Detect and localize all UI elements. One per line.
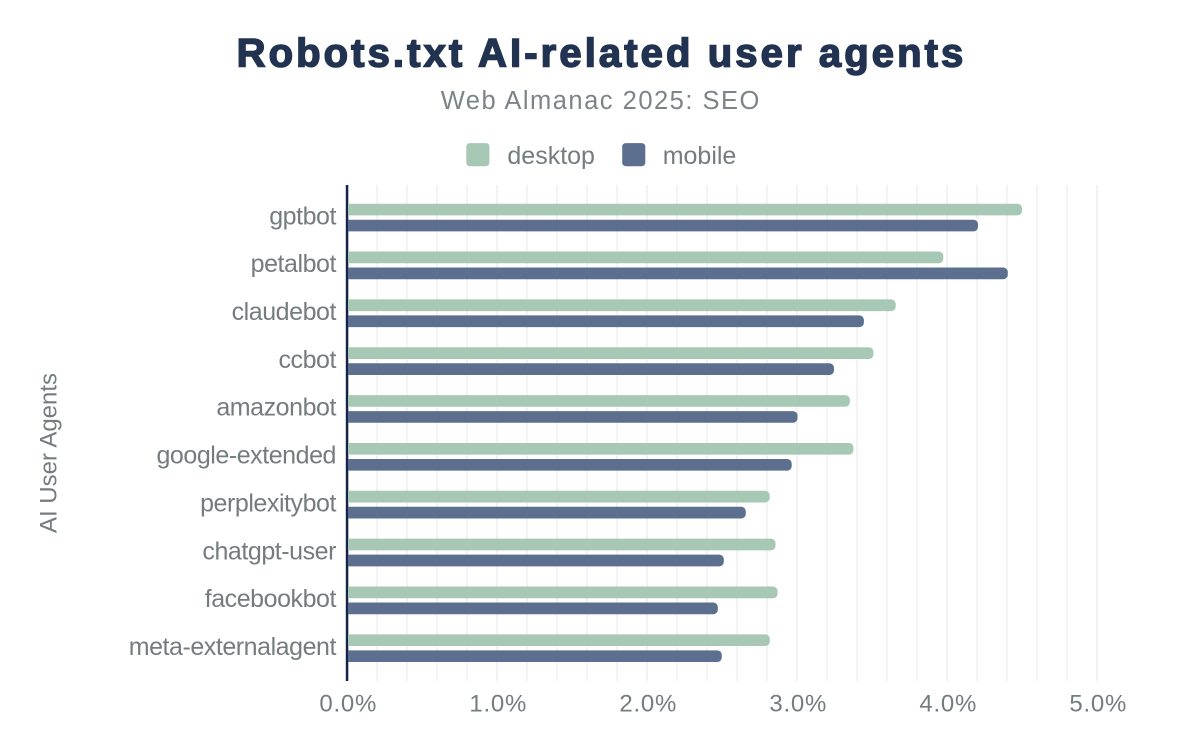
svg-text:5.0%: 5.0% bbox=[1069, 691, 1127, 718]
svg-text:chatgpt-user: chatgpt-user bbox=[202, 537, 336, 565]
svg-text:perplexitybot: perplexitybot bbox=[200, 489, 336, 517]
svg-text:Robots.txt AI-related user age: Robots.txt AI-related user agents bbox=[237, 32, 967, 76]
svg-text:0.0%: 0.0% bbox=[319, 691, 377, 718]
svg-text:mobile: mobile bbox=[663, 142, 737, 170]
svg-text:3.0%: 3.0% bbox=[769, 691, 827, 718]
svg-text:amazonbot: amazonbot bbox=[216, 394, 336, 422]
svg-text:meta-externalagent: meta-externalagent bbox=[129, 633, 337, 661]
svg-text:AI User Agents: AI User Agents bbox=[36, 373, 63, 533]
svg-text:2.0%: 2.0% bbox=[619, 691, 677, 718]
svg-text:desktop: desktop bbox=[507, 142, 595, 170]
svg-text:facebookbot: facebookbot bbox=[205, 585, 337, 613]
svg-text:gptbot: gptbot bbox=[269, 202, 336, 230]
svg-text:claudebot: claudebot bbox=[232, 298, 337, 326]
svg-text:Web Almanac 2025: SEO: Web Almanac 2025: SEO bbox=[441, 87, 761, 115]
svg-text:4.0%: 4.0% bbox=[919, 691, 977, 718]
svg-text:google-extended: google-extended bbox=[156, 442, 336, 470]
svg-text:ccbot: ccbot bbox=[278, 346, 336, 374]
svg-text:1.0%: 1.0% bbox=[469, 691, 527, 718]
svg-text:petalbot: petalbot bbox=[251, 250, 337, 278]
